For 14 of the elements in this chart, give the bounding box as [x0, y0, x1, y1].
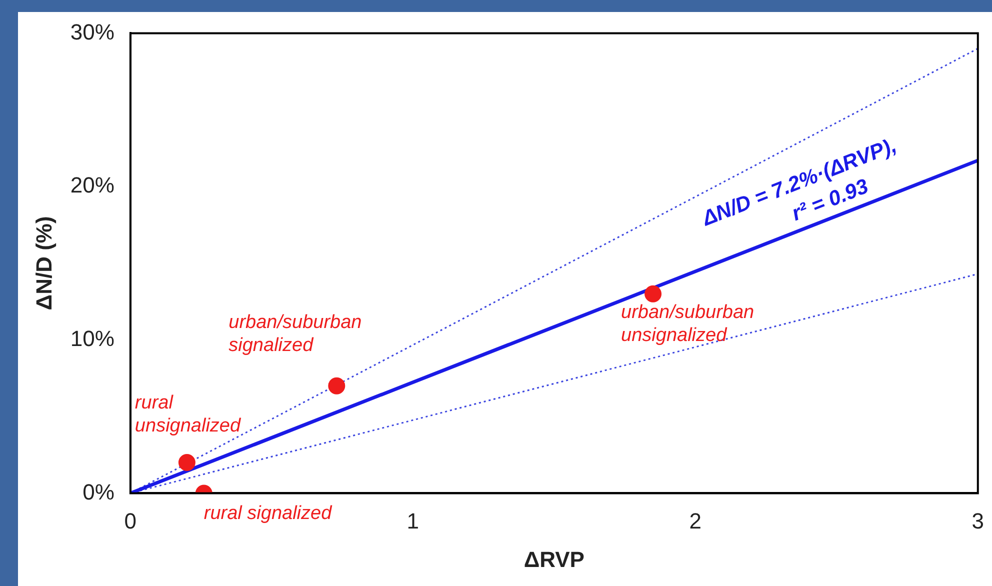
annotation: urban/suburban unsignalized	[621, 302, 754, 346]
y-tick-label: 20%	[70, 172, 114, 198]
y-tick-label: 10%	[70, 326, 114, 351]
annotation: rural signalized	[204, 503, 334, 524]
annotation: urban/suburban signalized	[228, 312, 362, 356]
x-axis-title: ΔRVP	[524, 546, 584, 572]
y-tick-label: 30%	[70, 19, 114, 44]
y-tick-label: 0%	[82, 479, 114, 504]
x-tick-label: 2	[689, 508, 702, 534]
y-axis-title: ΔN/D (%)	[31, 216, 56, 310]
x-tick-label: 0	[124, 508, 137, 534]
x-tick-label: 3	[972, 508, 984, 534]
x-tick-label: 1	[406, 508, 420, 534]
annotation: rural unsignalized	[134, 392, 242, 437]
